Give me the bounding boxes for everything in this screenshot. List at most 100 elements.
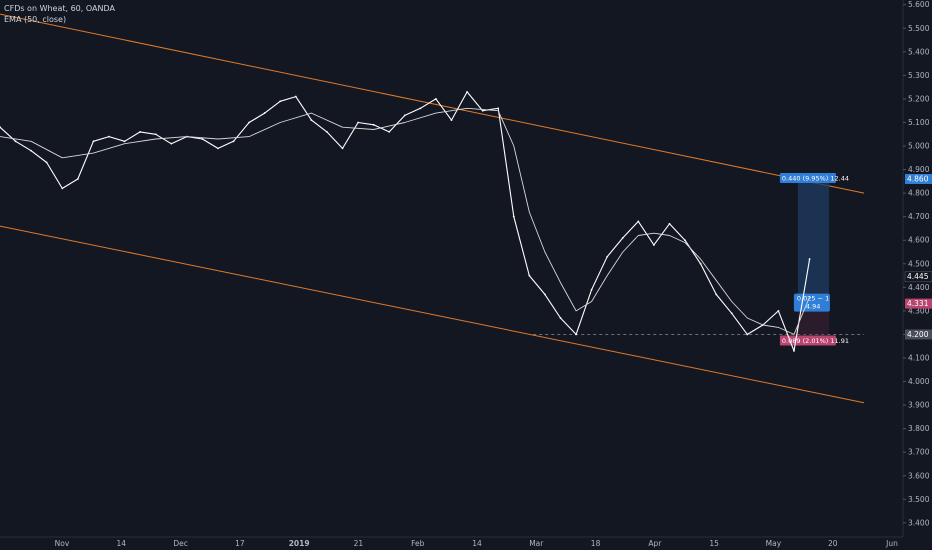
price-point: [512, 215, 515, 218]
price-tag[interactable]: 4.445: [904, 271, 932, 283]
mid-label-line1: 0.025 ~ 1: [797, 295, 829, 303]
price-point: [450, 119, 453, 122]
price-point: [466, 90, 468, 93]
price-tag-bg: [905, 174, 932, 184]
price-point: [559, 317, 562, 319]
y-tick-label: 3.500: [908, 495, 930, 504]
price-point: [76, 178, 79, 180]
x-axis: Nov 14 Dec 17 2019 21 Feb 14 Mar 18 Apr 15 May 20 Jun: [0, 536, 903, 548]
x-tick-label: Nov: [55, 539, 70, 548]
price-point: [435, 98, 437, 100]
price-point: [279, 100, 282, 103]
price-point: [263, 112, 266, 114]
x-tick-label: 20: [828, 539, 838, 548]
price-point: [793, 350, 795, 352]
price-point: [326, 130, 328, 133]
price-point: [341, 147, 344, 150]
price-point: [668, 222, 671, 225]
price-tag-label: 4.331: [907, 299, 929, 308]
price-tags: 4.860 4.445 4.331 4.200: [904, 174, 932, 340]
target-label: 0.440 (9.95%) 12.44: [782, 175, 849, 183]
price-point: [730, 312, 733, 315]
upper-channel-line[interactable]: [0, 13, 865, 194]
price-point: [699, 262, 702, 265]
mid-label-group[interactable]: 0.025 ~ 14.94: [793, 293, 830, 312]
price-point: [575, 333, 577, 336]
x-tick-label: Dec: [173, 539, 188, 548]
price-point: [310, 119, 313, 122]
x-tick-label: 14: [472, 539, 482, 548]
price-tag-label: 4.200: [907, 330, 929, 339]
x-tick-label: 18: [591, 539, 601, 548]
price-tag-bg: [905, 298, 932, 309]
price-point: [590, 288, 593, 291]
y-tick-label: 4.400: [908, 283, 930, 292]
price-point: [217, 147, 219, 150]
price-point: [481, 109, 484, 112]
price-tag[interactable]: 4.860: [905, 174, 932, 184]
y-tick-label: 5.000: [908, 142, 930, 151]
price-tag[interactable]: 4.200: [905, 329, 932, 340]
price-tag[interactable]: 4.331: [905, 298, 932, 309]
price-point: [154, 133, 157, 136]
y-axis: 5.600 5.500 5.400 5.300 5.200 5.100 5.000 4.900…: [902, 0, 930, 537]
x-tick-label: 21: [354, 539, 364, 548]
x-tick-label: Jun: [885, 539, 898, 548]
y-tick-label: 3.400: [908, 518, 930, 527]
y-tick-label: 5.600: [908, 0, 930, 9]
price-point: [652, 244, 655, 246]
y-tick-label: 5.200: [908, 94, 930, 103]
mid-label-line2: 4.94: [806, 303, 820, 311]
lower-channel-line[interactable]: [0, 225, 865, 404]
price-point: [61, 187, 64, 190]
y-tick-label: 4.700: [908, 212, 930, 221]
price-point: [372, 123, 375, 126]
stop-label: 0.089 (2.01%) 11.91: [782, 337, 849, 345]
y-tick-label: 5.400: [908, 47, 930, 56]
chart-legend: CFDs on Wheat, 60, OANDA EMA (50, close): [4, 3, 115, 25]
target-label-bg: [779, 173, 836, 183]
legend-indicator[interactable]: EMA (50, close): [4, 15, 67, 24]
price-point: [777, 309, 780, 312]
price-point: [637, 220, 640, 223]
y-tick-label: 4.900: [908, 165, 930, 174]
price-point: [544, 293, 546, 296]
y-tick-label: 3.900: [908, 401, 930, 410]
stop-label-group[interactable]: 0.089 (2.01%) 11.91: [779, 335, 849, 346]
y-tick-label: 5.300: [908, 71, 930, 80]
price-point: [419, 107, 422, 110]
plot-area[interactable]: [0, 0, 903, 537]
y-tick-label: 4.500: [908, 259, 930, 268]
price-point: [248, 121, 251, 124]
stop-label-bg: [779, 335, 836, 346]
price-point: [201, 138, 204, 140]
x-tick-label: 17: [235, 539, 245, 548]
price-point: [45, 161, 48, 164]
price-point: [139, 130, 142, 133]
legend-symbol[interactable]: CFDs on Wheat, 60, OANDA: [4, 4, 115, 13]
price-point: [357, 121, 359, 124]
price-point: [528, 274, 531, 277]
x-tick-label: Feb: [411, 539, 425, 548]
target-label-group[interactable]: 0.440 (9.95%) 12.44: [779, 173, 849, 183]
price-point: [746, 333, 749, 336]
price-point: [684, 239, 686, 242]
y-tick-label: 4.000: [908, 377, 930, 386]
price-point: [30, 149, 33, 152]
price-tag-bg: [904, 271, 932, 283]
price-tag-label: 4.445: [907, 272, 929, 281]
y-tick-label: 4.100: [908, 354, 930, 363]
y-tick-label: 3.700: [908, 448, 930, 457]
price-point: [92, 140, 95, 143]
y-tick-label: 4.300: [908, 306, 930, 315]
price-point: [497, 107, 500, 110]
price-point: [232, 140, 235, 143]
price-point: [170, 142, 173, 145]
price-point: [808, 258, 811, 260]
series-layer: [0, 90, 811, 352]
profit-zone[interactable]: [797, 179, 830, 304]
ema-series-line[interactable]: [0, 107, 811, 335]
y-tick-label: 5.500: [908, 24, 930, 33]
